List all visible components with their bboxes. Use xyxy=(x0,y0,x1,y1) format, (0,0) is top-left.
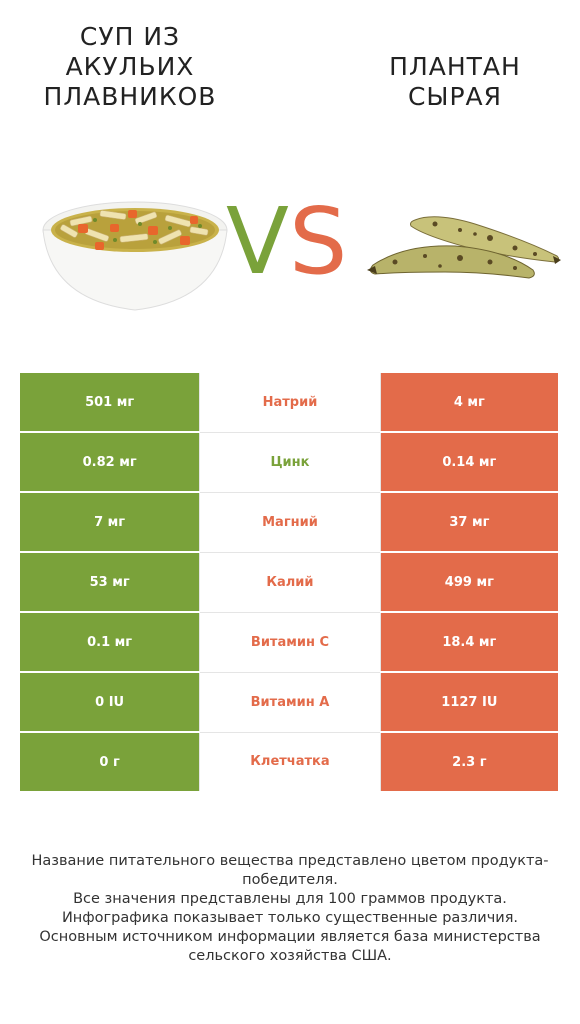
left-value: 53 мг xyxy=(20,551,200,612)
right-value: 37 мг xyxy=(380,491,558,552)
vs-s: S xyxy=(288,188,348,295)
footer-line: Все значения представлены для 100 граммо… xyxy=(73,891,507,907)
nutrient-row: 0 IU Витамин A 1127 IU xyxy=(20,671,558,732)
left-value: 0 г xyxy=(20,731,200,791)
nutrient-name: Цинк xyxy=(199,431,381,492)
shark-fin-soup-image xyxy=(42,201,228,311)
nutrient-name: Клетчатка xyxy=(199,731,381,791)
nutrient-row: 0 г Клетчатка 2.3 г xyxy=(20,731,558,791)
left-value: 501 мг xyxy=(20,373,200,432)
plantain-image xyxy=(367,216,561,279)
right-value: 499 мг xyxy=(380,551,558,612)
nutrient-name: Витамин A xyxy=(199,671,381,732)
nutrient-name: Натрий xyxy=(199,373,381,432)
footer-notes: Название питательного вещества представл… xyxy=(20,852,560,966)
right-value: 18.4 мг xyxy=(380,611,558,672)
comparison-rows: 501 мг Натрий 4 мг 0.82 мг Цинк 0.14 мг 7 мг Ма… xyxy=(20,373,558,791)
footer-line: Название питательного вещества представл… xyxy=(31,853,549,888)
nutrient-row: 7 мг Магний 37 мг xyxy=(20,491,558,552)
vs-v: V xyxy=(226,188,289,295)
left-value: 0.82 мг xyxy=(20,431,200,492)
right-value: 0.14 мг xyxy=(380,431,558,492)
right-value: 1127 IU xyxy=(380,671,558,732)
left-food-title: Суп из акульих плавников xyxy=(43,22,217,111)
right-value: 2.3 г xyxy=(380,731,558,791)
footer-line: Инфографика показывает только существенн… xyxy=(61,910,519,926)
right-food-title: Плантан сырая xyxy=(389,52,521,111)
left-value: 0.1 мг xyxy=(20,611,200,672)
nutrient-row: 0.1 мг Витамин C 18.4 мг xyxy=(20,611,558,672)
nutrient-row: 0.82 мг Цинк 0.14 мг xyxy=(20,431,558,492)
comparison-table: 501 мг Натрий 4 мг 0.82 мг Цинк 0.14 мг 7 мг Ма… xyxy=(20,373,558,791)
nutrient-row: 501 мг Натрий 4 мг xyxy=(20,373,558,432)
nutrient-name: Магний xyxy=(199,491,381,552)
left-value: 7 мг xyxy=(20,491,200,552)
left-value: 0 IU xyxy=(20,671,200,732)
nutrient-row: 53 мг Калий 499 мг xyxy=(20,551,558,612)
nutrient-name: Калий xyxy=(199,551,381,612)
nutrient-name: Витамин C xyxy=(199,611,381,672)
vs-label: VS xyxy=(226,192,347,292)
footer-line: Основным источником информации является … xyxy=(39,929,541,964)
right-value: 4 мг xyxy=(380,373,558,432)
